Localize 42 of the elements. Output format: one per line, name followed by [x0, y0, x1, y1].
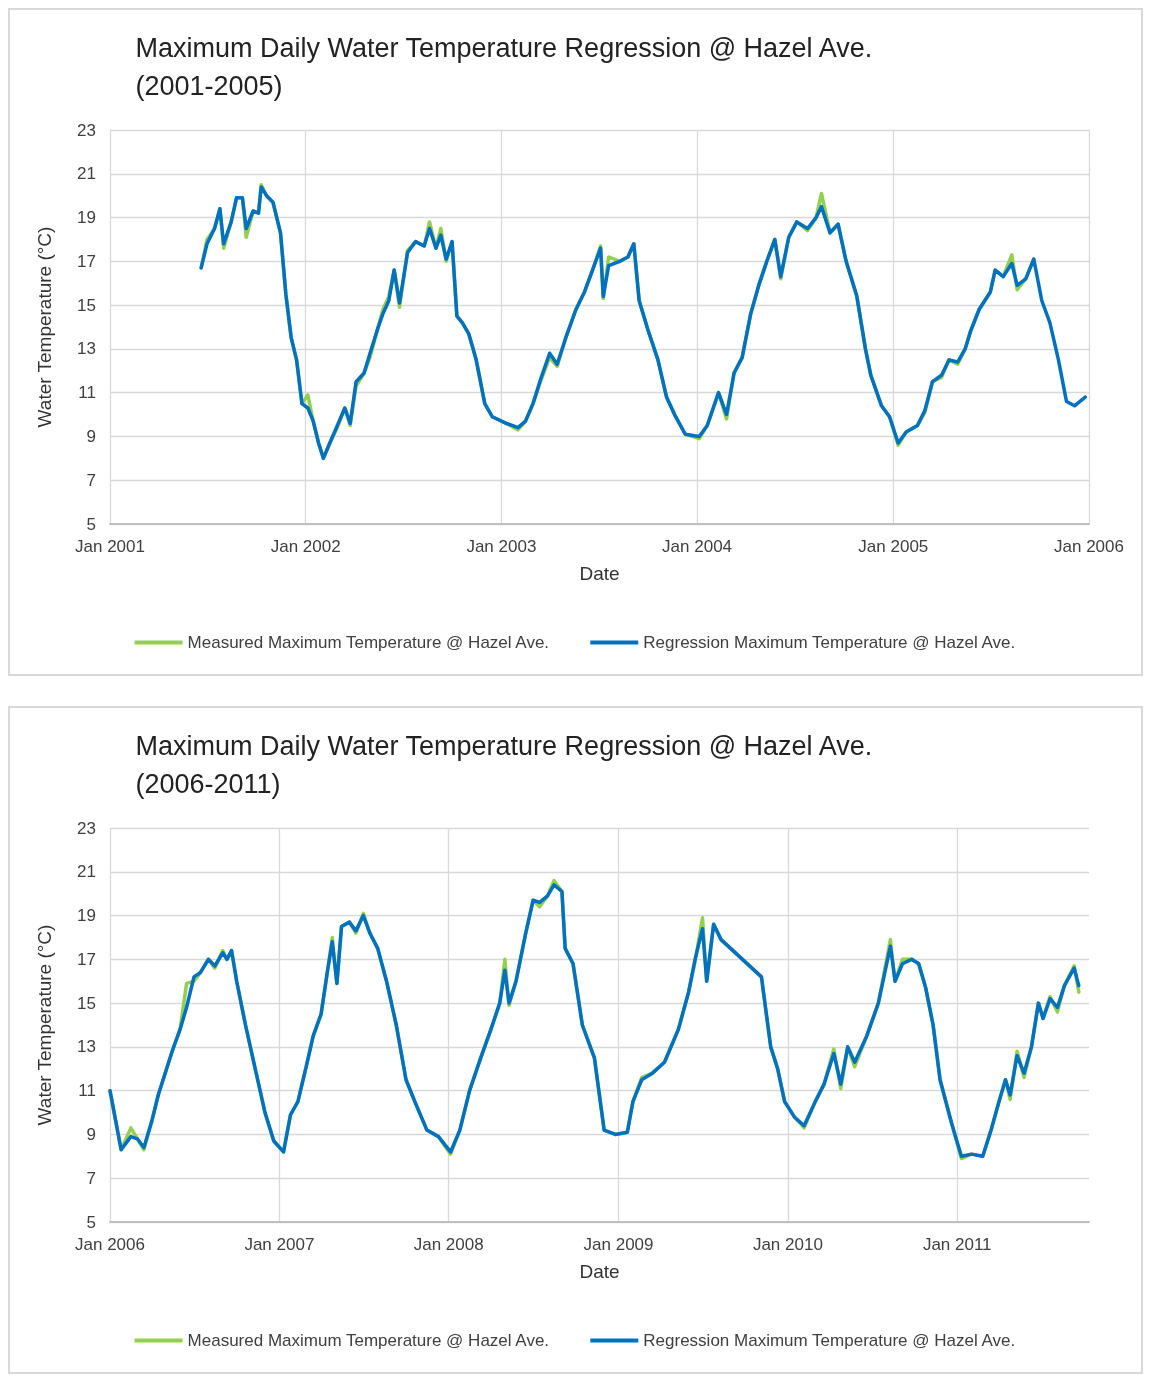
y-tick-label: 17 — [77, 251, 96, 271]
y-tick-label: 11 — [78, 1081, 96, 1101]
x-tick-label: Jan 2010 — [752, 1235, 823, 1254]
x-tick-label: Jan 2003 — [466, 537, 537, 556]
y-axis-title: Water Temperature (°C) — [34, 924, 55, 1126]
x-tick-label: Jan 2009 — [583, 1235, 654, 1254]
chart-title: Maximum Daily Water Temperature Regression @ Hazel Ave. (2001-2005) — [135, 33, 880, 101]
y-axis-title: Water Temperature (°C) — [34, 226, 55, 428]
x-tick-label: Jan 2005 — [858, 537, 929, 556]
y-tick-label: 15 — [77, 993, 96, 1013]
x-tick-label: Jan 2004 — [662, 537, 733, 556]
y-tick-label: 5 — [86, 514, 96, 534]
y-tick-label: 15 — [77, 295, 96, 315]
x-tick-label: Jan 2007 — [244, 1235, 315, 1254]
x-tick-label: Jan 2006 — [75, 1235, 145, 1254]
legend-label: Measured Maximum Temperature @ Hazel Ave. — [187, 1331, 550, 1350]
y-tick-label: 19 — [77, 208, 96, 228]
y-tick-label: 7 — [86, 470, 96, 490]
y-tick-label: 5 — [86, 1212, 96, 1232]
legend-label: Measured Maximum Temperature @ Hazel Ave. — [187, 633, 550, 652]
y-tick-label: 9 — [86, 426, 96, 446]
y-tick-label: 19 — [77, 906, 96, 926]
y-tick-label: 9 — [86, 1124, 96, 1144]
chart-title: Maximum Daily Water Temperature Regression @ Hazel Ave. (2006-2011) — [135, 731, 880, 799]
x-axis-title: Date — [579, 563, 620, 584]
y-tick-label: 23 — [77, 120, 96, 140]
x-tick-label: Jan 2008 — [413, 1235, 484, 1254]
x-tick-label: Jan 2011 — [922, 1235, 992, 1254]
x-tick-label: Jan 2006 — [1054, 537, 1124, 556]
x-tick-label: Jan 2001 — [75, 537, 145, 556]
x-tick-label: Jan 2002 — [270, 537, 341, 556]
y-tick-label: 7 — [86, 1168, 96, 1188]
legend-label: Regression Maximum Temperature @ Hazel Ave. — [643, 1331, 1016, 1350]
y-tick-label: 23 — [77, 818, 96, 838]
legend-label: Regression Maximum Temperature @ Hazel Ave. — [643, 633, 1016, 652]
y-tick-label: 13 — [77, 1037, 96, 1057]
y-tick-label: 17 — [77, 949, 96, 969]
x-axis-title: Date — [579, 1261, 620, 1282]
y-tick-label: 13 — [77, 339, 96, 359]
y-tick-label: 21 — [77, 862, 96, 882]
y-tick-label: 11 — [78, 383, 96, 403]
y-tick-label: 21 — [77, 164, 96, 184]
